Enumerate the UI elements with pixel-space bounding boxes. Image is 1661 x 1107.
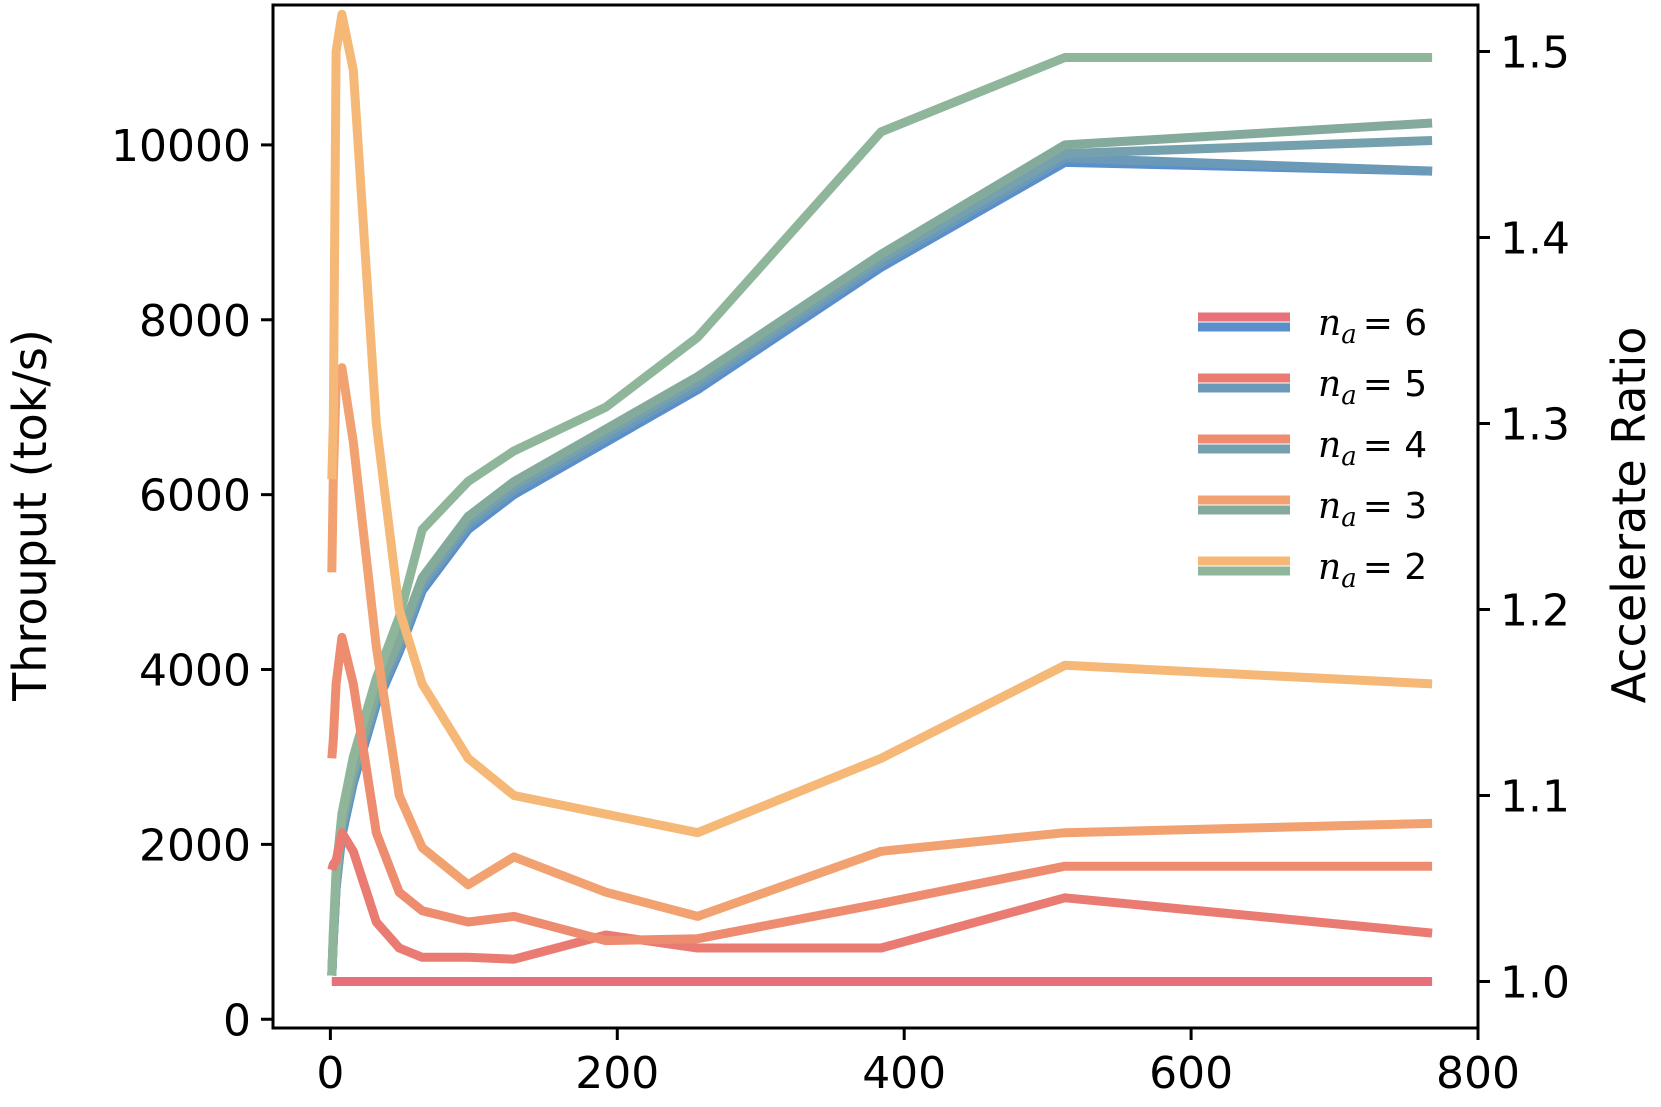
ratio-line-na5 (327, 828, 1433, 964)
y-tick-label: 10000 (111, 121, 251, 172)
series-lines (327, 9, 1433, 986)
y-tick-label: 6000 (139, 471, 251, 522)
y2-tick-label: 1.0 (1500, 958, 1570, 1009)
y2-tick-label: 1.2 (1500, 586, 1570, 637)
y-tick-label: 8000 (139, 296, 251, 347)
y2-axis-title: Accelerate Ratio (1602, 327, 1656, 704)
x-tick-label: 600 (1149, 1048, 1233, 1099)
x-tick-label: 0 (316, 1048, 344, 1099)
legend-label: na = 5 (1318, 364, 1427, 411)
x-tick-label: 400 (862, 1048, 946, 1099)
legend-label: na = 3 (1318, 486, 1427, 533)
x-axis: 0 200 400 600 800 (316, 1028, 1520, 1099)
y-tick-label: 0 (223, 995, 251, 1046)
y2-tick-label: 1.5 (1500, 28, 1570, 79)
y2-tick-label: 1.3 (1500, 400, 1570, 451)
legend-label: na = 6 (1318, 303, 1427, 350)
legend: na = 6 na = 5 na = 4 na = 3 na = 2 (1198, 303, 1427, 594)
ratio-line-na2 (327, 9, 1433, 838)
y-axis-left: 0 2000 4000 6000 8000 10000 (111, 121, 273, 1046)
ratio-line-na4 (327, 632, 1433, 946)
y2-tick-label: 1.4 (1500, 214, 1570, 265)
plot-frame (271, 3, 1480, 1030)
legend-label: na = 2 (1318, 547, 1427, 594)
y-tick-label: 2000 (139, 820, 251, 871)
y-tick-label: 4000 (139, 646, 251, 697)
legend-label: na = 4 (1318, 425, 1427, 472)
x-tick-label: 800 (1436, 1048, 1520, 1099)
throughput-line-na2 (327, 53, 1433, 976)
y2-tick-label: 1.1 (1500, 772, 1570, 823)
y-axis-right: 1.0 1.1 1.2 1.3 1.4 1.5 (1478, 28, 1570, 1009)
y-axis-title: Throuput (tok/s) (3, 329, 57, 702)
x-tick-label: 200 (575, 1048, 659, 1099)
